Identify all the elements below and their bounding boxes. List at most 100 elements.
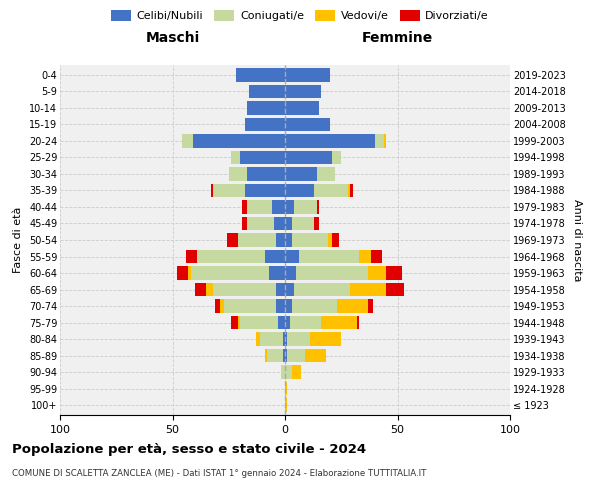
Bar xyxy=(294,283,350,296)
Bar xyxy=(357,316,359,330)
Bar xyxy=(285,200,294,214)
Bar xyxy=(231,150,240,164)
Bar xyxy=(371,250,382,264)
Bar xyxy=(276,283,285,296)
Bar xyxy=(285,101,319,114)
Bar xyxy=(245,184,285,197)
Bar xyxy=(245,118,285,131)
Bar xyxy=(177,266,188,280)
Bar xyxy=(281,366,285,379)
Bar xyxy=(240,150,285,164)
Bar xyxy=(247,167,285,180)
Bar xyxy=(292,216,314,230)
Bar xyxy=(310,332,341,346)
Bar xyxy=(305,349,325,362)
Bar xyxy=(299,250,359,264)
Bar xyxy=(317,167,335,180)
Bar xyxy=(235,68,285,82)
Text: Popolazione per età, sesso e stato civile - 2024: Popolazione per età, sesso e stato civil… xyxy=(12,442,366,456)
Bar xyxy=(285,398,287,412)
Bar xyxy=(285,134,375,147)
Bar xyxy=(350,184,353,197)
Bar xyxy=(287,332,310,346)
Bar xyxy=(274,216,285,230)
Bar xyxy=(206,283,213,296)
Bar xyxy=(285,332,287,346)
Bar xyxy=(348,184,350,197)
Bar xyxy=(211,184,213,197)
Bar xyxy=(386,283,404,296)
Bar xyxy=(368,300,373,313)
Bar xyxy=(242,216,247,230)
Bar xyxy=(285,216,292,230)
Bar xyxy=(283,349,285,362)
Bar xyxy=(224,300,276,313)
Bar xyxy=(213,283,276,296)
Bar xyxy=(317,200,319,214)
Bar xyxy=(285,84,321,98)
Bar xyxy=(197,250,265,264)
Bar xyxy=(384,134,386,147)
Bar xyxy=(276,233,285,247)
Bar xyxy=(296,266,368,280)
Legend: Celibi/Nubili, Coniugati/e, Vedovi/e, Divorziati/e: Celibi/Nubili, Coniugati/e, Vedovi/e, Di… xyxy=(107,6,493,26)
Text: Femmine: Femmine xyxy=(362,31,433,45)
Bar xyxy=(240,316,278,330)
Bar xyxy=(193,134,285,147)
Bar xyxy=(285,118,330,131)
Bar xyxy=(186,250,197,264)
Bar xyxy=(314,184,348,197)
Bar xyxy=(271,200,285,214)
Bar xyxy=(215,300,220,313)
Bar xyxy=(292,233,328,247)
Bar xyxy=(260,332,283,346)
Y-axis label: Fasce di età: Fasce di età xyxy=(13,207,23,273)
Bar xyxy=(285,250,299,264)
Bar xyxy=(276,300,285,313)
Bar xyxy=(314,216,319,230)
Bar xyxy=(332,233,339,247)
Bar xyxy=(285,382,287,396)
Bar xyxy=(283,332,285,346)
Bar xyxy=(287,349,305,362)
Bar xyxy=(220,300,224,313)
Bar xyxy=(247,216,274,230)
Bar xyxy=(269,266,285,280)
Y-axis label: Anni di nascita: Anni di nascita xyxy=(572,198,583,281)
Bar xyxy=(285,233,292,247)
Bar xyxy=(265,349,267,362)
Bar xyxy=(292,300,337,313)
Bar xyxy=(182,134,193,147)
Bar xyxy=(191,266,269,280)
Bar xyxy=(285,150,332,164)
Bar xyxy=(368,266,386,280)
Bar xyxy=(328,233,332,247)
Bar xyxy=(249,84,285,98)
Bar xyxy=(359,250,371,264)
Bar xyxy=(285,184,314,197)
Bar xyxy=(386,266,402,280)
Bar xyxy=(285,266,296,280)
Bar xyxy=(227,233,238,247)
Text: COMUNE DI SCALETTA ZANCLEA (ME) - Dati ISTAT 1° gennaio 2024 - Elaborazione TUTT: COMUNE DI SCALETTA ZANCLEA (ME) - Dati I… xyxy=(12,469,427,478)
Bar xyxy=(285,167,317,180)
Bar xyxy=(321,316,357,330)
Bar xyxy=(247,101,285,114)
Bar xyxy=(195,283,206,296)
Bar xyxy=(375,134,384,147)
Bar xyxy=(285,349,287,362)
Bar xyxy=(337,300,368,313)
Bar xyxy=(290,316,321,330)
Bar xyxy=(332,150,341,164)
Bar xyxy=(292,366,301,379)
Text: Maschi: Maschi xyxy=(145,31,200,45)
Bar xyxy=(285,283,294,296)
Bar xyxy=(247,200,271,214)
Bar xyxy=(278,316,285,330)
Bar xyxy=(242,200,247,214)
Bar xyxy=(238,316,240,330)
Bar xyxy=(238,233,276,247)
Bar xyxy=(267,349,283,362)
Bar xyxy=(285,316,290,330)
Bar xyxy=(294,200,317,214)
